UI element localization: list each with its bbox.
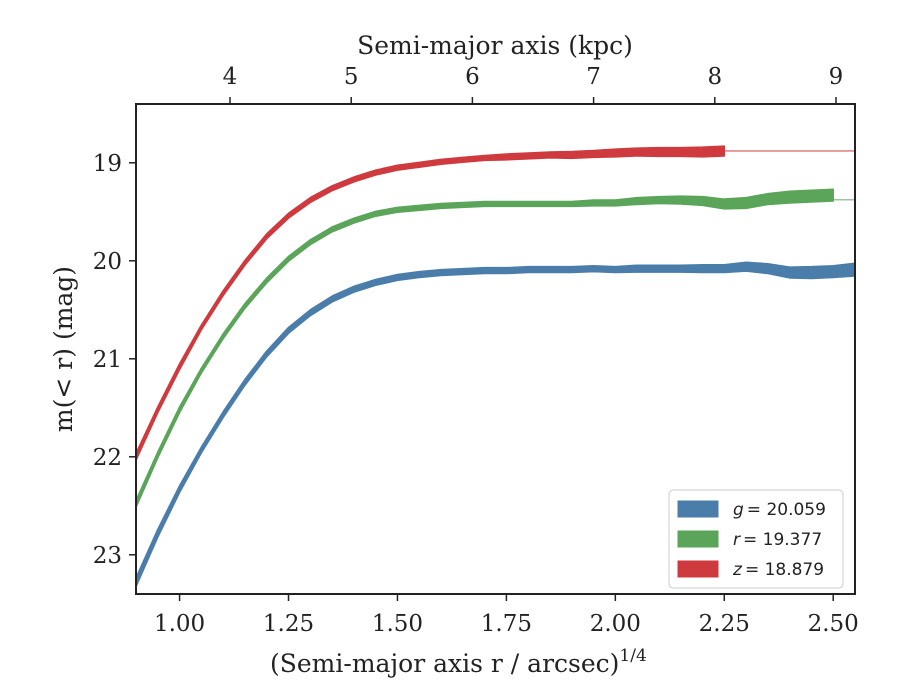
- y-tick-label-3: 22: [93, 445, 122, 471]
- legend-label-var-1: r: [733, 530, 741, 550]
- x-tick-label-6: 2.50: [808, 611, 859, 637]
- top-x-tick-label-1: 5: [344, 64, 359, 90]
- x-tick-label-2: 1.50: [372, 611, 423, 637]
- legend-label-var-2: z: [732, 560, 743, 580]
- series-band-2: [135, 145, 726, 461]
- legend-label-var-0: g: [733, 500, 744, 520]
- top-x-tick-label-3: 7: [586, 64, 601, 90]
- legend-label-1: r = 19.377: [733, 530, 822, 550]
- top-x-axis-title: Semi-major axis (kpc): [357, 31, 633, 60]
- x-tick-label-5: 2.25: [699, 611, 750, 637]
- legend-swatch-2: [677, 560, 719, 578]
- x-axis-title-exponent: 1/4: [619, 646, 646, 666]
- legend-label-value-0: = 20.059: [747, 500, 826, 520]
- legend-swatch-0: [677, 500, 719, 518]
- top-x-tick-label-5: 9: [829, 64, 844, 90]
- y-tick-label-4: 23: [93, 543, 122, 569]
- series-band-1: [135, 188, 834, 509]
- x-axis-title: (Semi-major axis r / arcsec)1/4: [270, 646, 647, 678]
- x-tick-label-3: 1.75: [481, 611, 532, 637]
- ticks-layer: 1.00 1.25 1.50 1.75 2.00 2.25 2.50 19 20 21 22 23 4 5…: [93, 64, 859, 637]
- legend-label-0: g = 20.059: [733, 500, 826, 520]
- x-tick-label-1: 1.25: [263, 611, 314, 637]
- y-tick-label-2: 21: [93, 347, 122, 373]
- x-axis-title-text: (Semi-major axis r / arcsec): [270, 649, 619, 678]
- legend-swatch-1: [677, 530, 719, 548]
- plot-frame: [135, 103, 856, 595]
- legend-label-value-1: = 19.377: [743, 530, 822, 550]
- y-axis-title: m(< r) (mag): [49, 266, 78, 432]
- top-x-tick-label-0: 4: [223, 64, 238, 90]
- legend-label-value-2: = 18.879: [745, 560, 824, 580]
- legend-label-2: z = 18.879: [732, 560, 824, 580]
- y-tick-label-0: 19: [93, 151, 122, 177]
- x-tick-label-0: 1.00: [154, 611, 205, 637]
- top-x-tick-label-4: 8: [707, 64, 722, 90]
- top-x-tick-label-2: 6: [465, 64, 480, 90]
- x-tick-label-4: 2.00: [590, 611, 641, 637]
- y-tick-label-1: 20: [93, 249, 122, 275]
